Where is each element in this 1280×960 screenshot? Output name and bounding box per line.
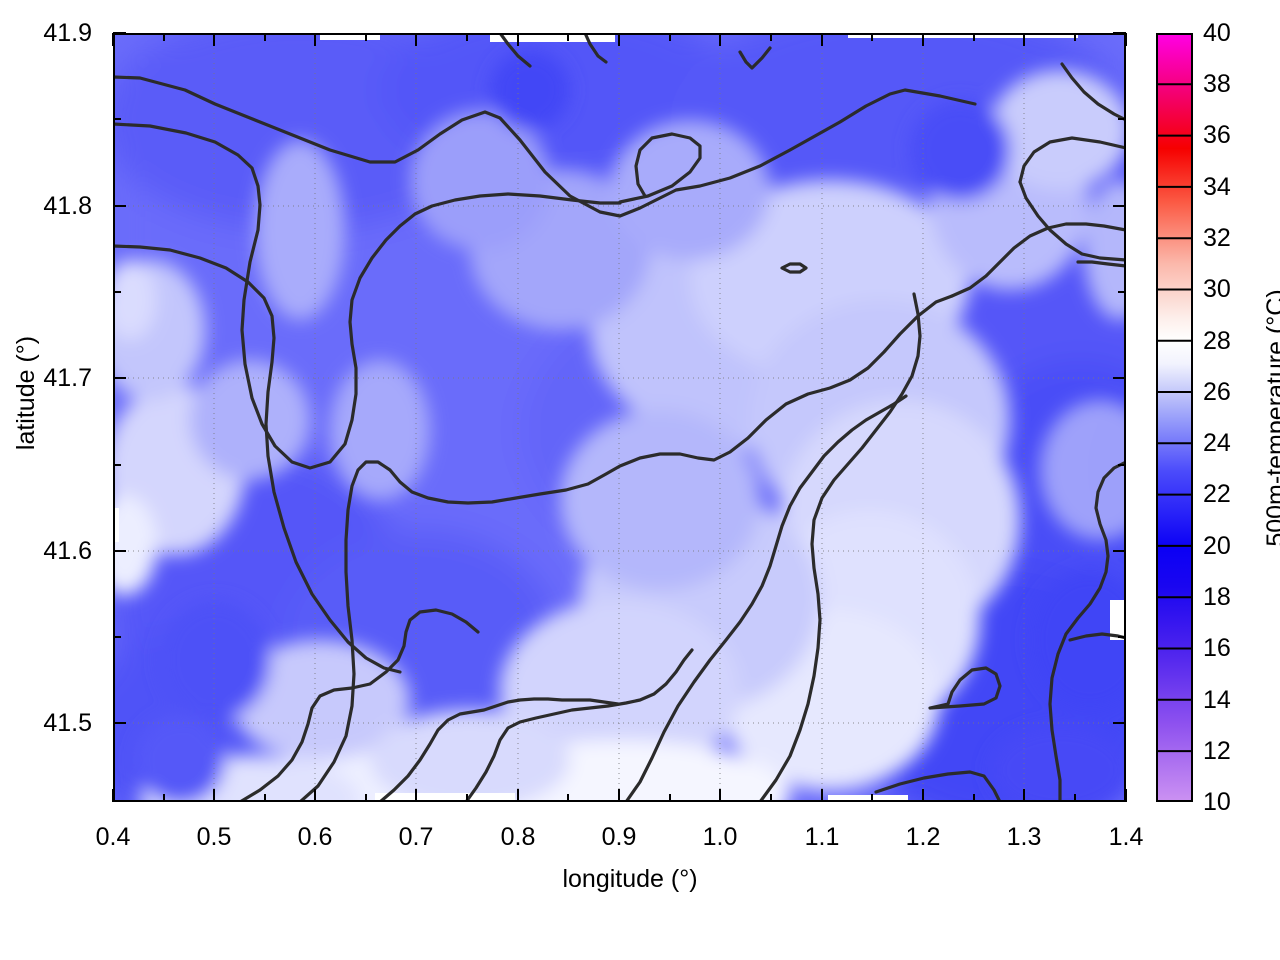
colorbar-tick-label-13: 14 xyxy=(1203,686,1231,714)
y-tick-label-2: 41.7 xyxy=(43,364,92,392)
colorbar-tick-label-3: 34 xyxy=(1203,173,1231,201)
colorbar-title: 500m-temperature (°C) xyxy=(1262,289,1280,547)
x-tick-label-6: 1.0 xyxy=(702,823,738,851)
heatmap-field xyxy=(113,33,1126,802)
colorbar-tick-label-6: 28 xyxy=(1203,327,1231,355)
x-tick-label-10: 1.4 xyxy=(1108,823,1144,851)
contour-lines xyxy=(113,33,1126,802)
y-tick-label-4: 41.9 xyxy=(43,19,92,47)
colorbar-tick-label-12: 16 xyxy=(1203,634,1231,662)
x-tick-label-9: 1.3 xyxy=(1006,823,1042,851)
colorbar-tick-label-11: 18 xyxy=(1203,583,1231,611)
colorbar-tick-label-9: 22 xyxy=(1203,480,1231,508)
colorbar-tick-label-8: 24 xyxy=(1203,429,1231,457)
x-tick-label-5: 0.9 xyxy=(601,823,637,851)
colorbar-tick-label-1: 38 xyxy=(1203,70,1231,98)
colorbar-tick-label-15: 10 xyxy=(1203,788,1231,816)
y-axis-title: latitude (°) xyxy=(12,335,40,451)
colorbar-tick-label-0: 40 xyxy=(1203,19,1231,47)
x-tick-label-4: 0.8 xyxy=(500,823,536,851)
x-tick-label-1: 0.5 xyxy=(196,823,232,851)
x-tick-label-2: 0.6 xyxy=(297,823,333,851)
y-tick-label-0: 41.5 xyxy=(43,709,92,737)
x-axis-title: longitude (°) xyxy=(562,865,698,893)
colorbar-tick-label-2: 36 xyxy=(1203,121,1231,149)
colorbar-tick-label-4: 32 xyxy=(1203,224,1231,252)
x-tick-label-3: 0.7 xyxy=(398,823,434,851)
grid-lines xyxy=(113,33,1126,802)
colorbar-tick-label-10: 20 xyxy=(1203,532,1231,560)
y-tick-label-3: 41.8 xyxy=(43,192,92,220)
y-tick-label-1: 41.6 xyxy=(43,537,92,565)
colorbar-tick-label-5: 30 xyxy=(1203,275,1231,303)
colorbar-tick-label-14: 12 xyxy=(1203,737,1231,765)
colorbar xyxy=(1156,33,1193,802)
x-tick-label-7: 1.1 xyxy=(804,823,840,851)
colorbar-tick-label-7: 26 xyxy=(1203,378,1231,406)
x-tick-label-8: 1.2 xyxy=(905,823,941,851)
x-tick-label-0: 0.4 xyxy=(95,823,131,851)
